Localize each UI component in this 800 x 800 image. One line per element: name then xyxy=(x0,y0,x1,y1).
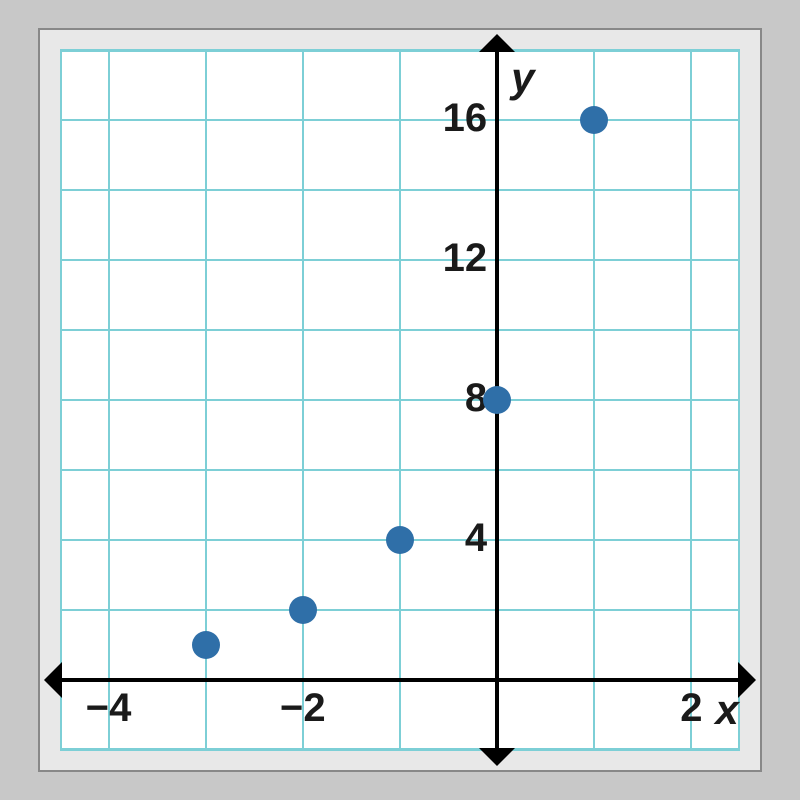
arrow-right-icon xyxy=(738,662,756,698)
data-point xyxy=(483,386,511,414)
data-point xyxy=(580,106,608,134)
gridline-horizontal xyxy=(60,749,740,751)
data-point xyxy=(192,631,220,659)
gridline-horizontal xyxy=(60,189,740,191)
arrow-down-icon xyxy=(479,748,515,766)
x-axis-label: x xyxy=(715,686,738,734)
gridline-horizontal xyxy=(60,329,740,331)
x-tick-label: −4 xyxy=(86,686,132,731)
x-tick-label: −2 xyxy=(280,686,326,731)
y-tick-label: 12 xyxy=(443,236,488,281)
y-tick-label: 4 xyxy=(465,516,487,561)
arrow-left-icon xyxy=(44,662,62,698)
gridline-horizontal xyxy=(60,49,740,51)
arrow-up-icon xyxy=(479,34,515,52)
scatter-plot: 481216−4−22yx xyxy=(60,50,740,750)
gridline-horizontal xyxy=(60,469,740,471)
chart-frame: 481216−4−22yx xyxy=(38,28,762,772)
y-tick-label: 16 xyxy=(443,96,488,141)
data-point xyxy=(386,526,414,554)
x-tick-label: 2 xyxy=(680,686,702,731)
gridline-horizontal xyxy=(60,119,740,121)
y-axis-label: y xyxy=(511,54,534,102)
gridline-horizontal xyxy=(60,259,740,261)
data-point xyxy=(289,596,317,624)
x-axis xyxy=(60,678,740,682)
gridline-horizontal xyxy=(60,609,740,611)
gridline-horizontal xyxy=(60,399,740,401)
